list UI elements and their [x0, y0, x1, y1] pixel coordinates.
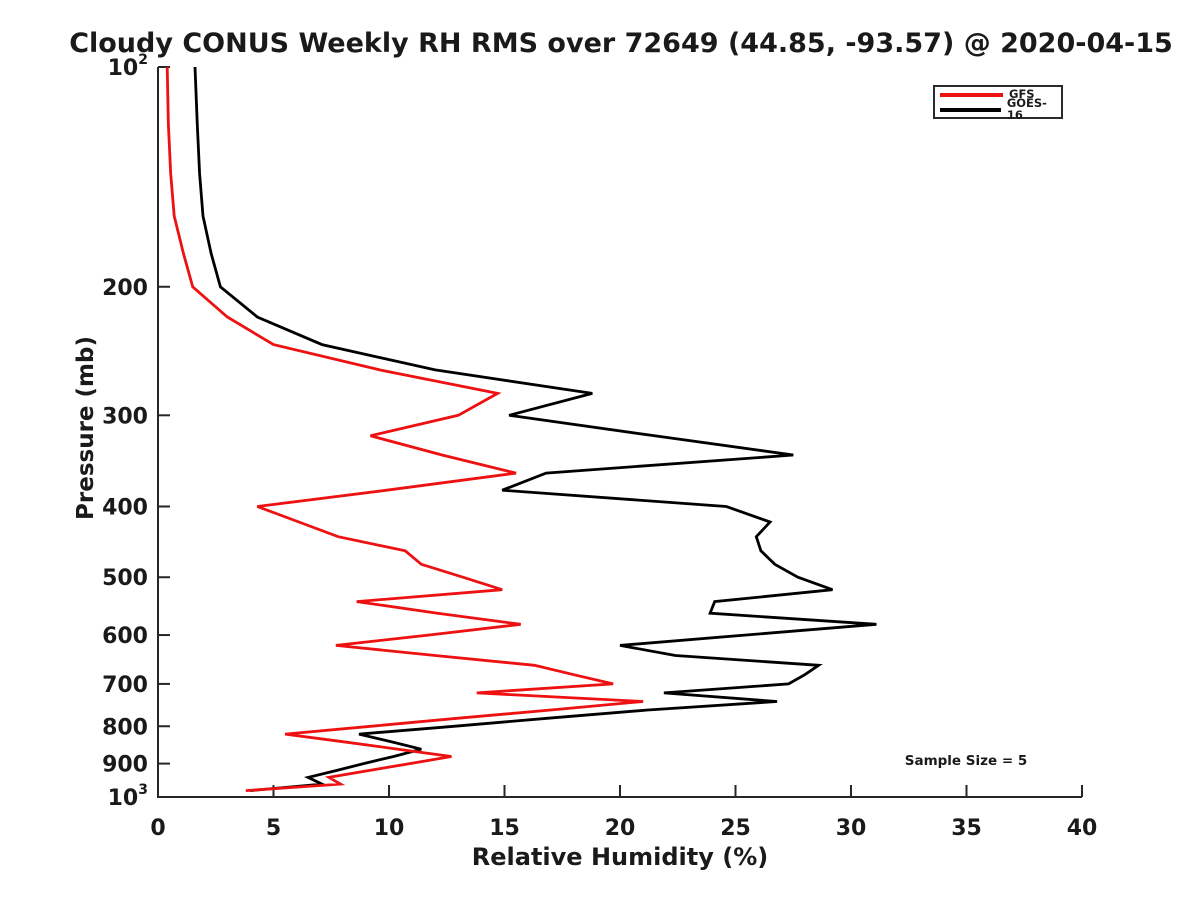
- goes16-line: [193, 66, 877, 792]
- legend-label-gfs: GFS: [1009, 86, 1035, 101]
- gfs-line: [165, 66, 644, 792]
- x-tick-label: 40: [1067, 816, 1098, 841]
- y-tick-label: 200: [102, 276, 148, 301]
- legend: GFS GOES-16: [933, 85, 1063, 120]
- y-tick-label: 500: [102, 566, 148, 591]
- sample-size-label: Sample Size = 5: [904, 753, 1028, 769]
- x-axis-label: Relative Humidity (%): [471, 843, 769, 871]
- legend-item-gfs: GFS: [940, 88, 1061, 101]
- y-tick-label: 102: [108, 52, 148, 81]
- x-tick-label: 10: [374, 816, 405, 841]
- y-tick-label: 700: [102, 673, 148, 698]
- y-axis-label: Pressure (mb): [73, 336, 99, 520]
- x-tick-label: 35: [951, 816, 982, 841]
- x-tick-label: 5: [266, 816, 281, 841]
- x-tick-label: 0: [150, 816, 165, 841]
- x-tick-label: 20: [605, 816, 636, 841]
- gfs-line-swatch: [940, 92, 1003, 97]
- x-tick-label: 15: [489, 816, 520, 841]
- y-tick-label: 900: [102, 753, 148, 778]
- y-tick-label: 300: [102, 404, 148, 429]
- chart-title: Cloudy CONUS Weekly RH RMS over 72649 (4…: [69, 28, 1173, 59]
- goes16-line-swatch: [940, 107, 1001, 112]
- y-tick-label: 103: [108, 782, 148, 811]
- y-tick-label: 400: [102, 496, 148, 521]
- x-tick-label: 30: [836, 816, 867, 841]
- legend-label-goes16: GOES-16: [1006, 96, 1047, 122]
- y-tick-label: 800: [102, 715, 148, 740]
- y-tick-label: 600: [102, 624, 148, 649]
- x-tick-label: 25: [720, 816, 751, 841]
- legend-item-goes16: GOES-16: [940, 97, 1061, 120]
